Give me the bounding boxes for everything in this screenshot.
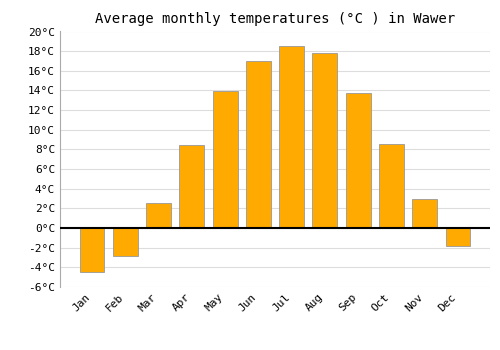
Bar — [80, 228, 104, 272]
Bar — [412, 198, 437, 228]
Bar — [446, 228, 470, 246]
Bar — [312, 53, 338, 228]
Bar — [346, 93, 370, 228]
Bar — [180, 145, 204, 228]
Bar — [279, 46, 304, 228]
Bar — [212, 91, 238, 228]
Title: Average monthly temperatures (°C ) in Wawer: Average monthly temperatures (°C ) in Wa… — [95, 12, 455, 26]
Bar — [379, 144, 404, 228]
Bar — [246, 61, 271, 228]
Bar — [146, 203, 171, 228]
Bar — [113, 228, 138, 256]
